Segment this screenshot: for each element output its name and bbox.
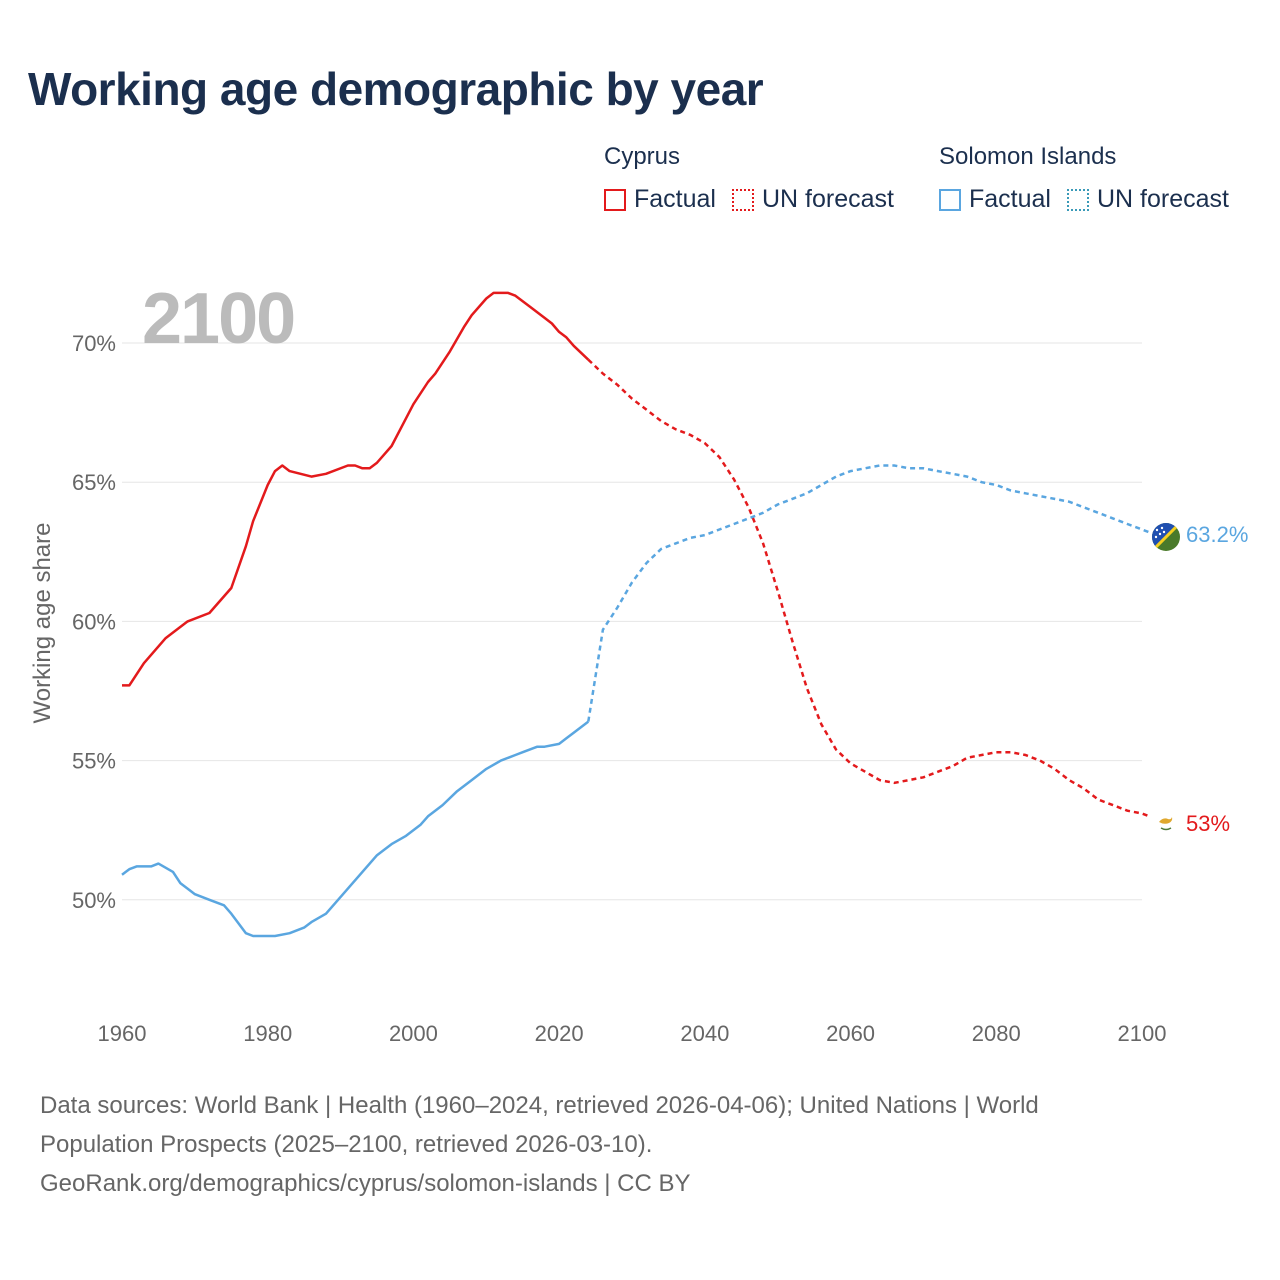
legend-swatch-solid-icon [604,188,626,211]
cyprus-forecast-line [587,358,1150,818]
x-tick-labels: 1960 1980 2000 2020 2040 2060 2080 2100 [98,1021,1167,1046]
y-axis-label: Working age share [29,523,56,724]
solomon-end-label: 63.2% [1186,522,1248,547]
y-tick-label: 55% [72,749,116,774]
y-tick-label: 70% [72,331,116,356]
x-tick-label: 2060 [826,1021,875,1046]
cyprus-factual-line [122,291,590,687]
x-tick-label: 2020 [535,1021,584,1046]
chart-title: Working age demographic by year [28,63,764,115]
solomon-islands-factual-line [121,720,590,938]
y-tick-labels: 50% 55% 60% 65% 70% [72,331,116,913]
x-tick-label: 2040 [680,1021,729,1046]
year-watermark: 2100 [142,279,294,359]
footer-url[interactable]: GeoRank.org/demographics/cyprus/solomon-… [40,1170,691,1197]
solomon-islands-flag-icon [1152,523,1180,551]
legend-group-solomon-islands: Solomon Islands Factual UN forecast [939,143,1245,214]
legend-swatch-solid-icon [939,188,961,211]
source-footer: Data sources: World Bank | Health (1960–… [40,1086,1240,1203]
legend-label: Factual [634,185,716,213]
legend-label: UN forecast [761,185,894,213]
legend-swatch-dotted-icon [1066,188,1089,211]
x-tick-label: 1960 [98,1021,147,1046]
legend-label: UN forecast [1096,185,1229,213]
x-tick-label: 2100 [1118,1021,1167,1046]
grid-lines [122,342,1142,901]
legend-group-name: Cyprus [604,143,681,170]
legend-group-name: Solomon Islands [939,143,1117,170]
legend-solomon-forecast[interactable]: UN forecast [1066,185,1229,214]
footer-line: Population Prospects (2025–2100, retriev… [40,1131,653,1158]
legend-group-cyprus: Cyprus Factual UN forecast [604,143,910,214]
legend-cyprus-factual[interactable]: Factual [604,185,716,214]
y-tick-label: 50% [72,888,116,913]
legend-cyprus-forecast[interactable]: UN forecast [731,185,894,214]
x-tick-label: 2080 [972,1021,1021,1046]
footer-line: Data sources: World Bank | Health (1960–… [40,1092,1039,1119]
legend-solomon-factual[interactable]: Factual [939,185,1051,214]
series-lines [121,291,1150,938]
y-tick-label: 60% [72,609,116,634]
cyprus-end-label: 53% [1186,811,1230,836]
solomon-islands-forecast-line [587,464,1150,722]
legend-label: Factual [969,185,1051,213]
y-tick-label: 65% [72,470,116,495]
x-tick-label: 1980 [243,1021,292,1046]
legend-swatch-dotted-icon [731,188,754,211]
x-tick-label: 2000 [389,1021,438,1046]
cyprus-flag-icon [1155,813,1177,835]
